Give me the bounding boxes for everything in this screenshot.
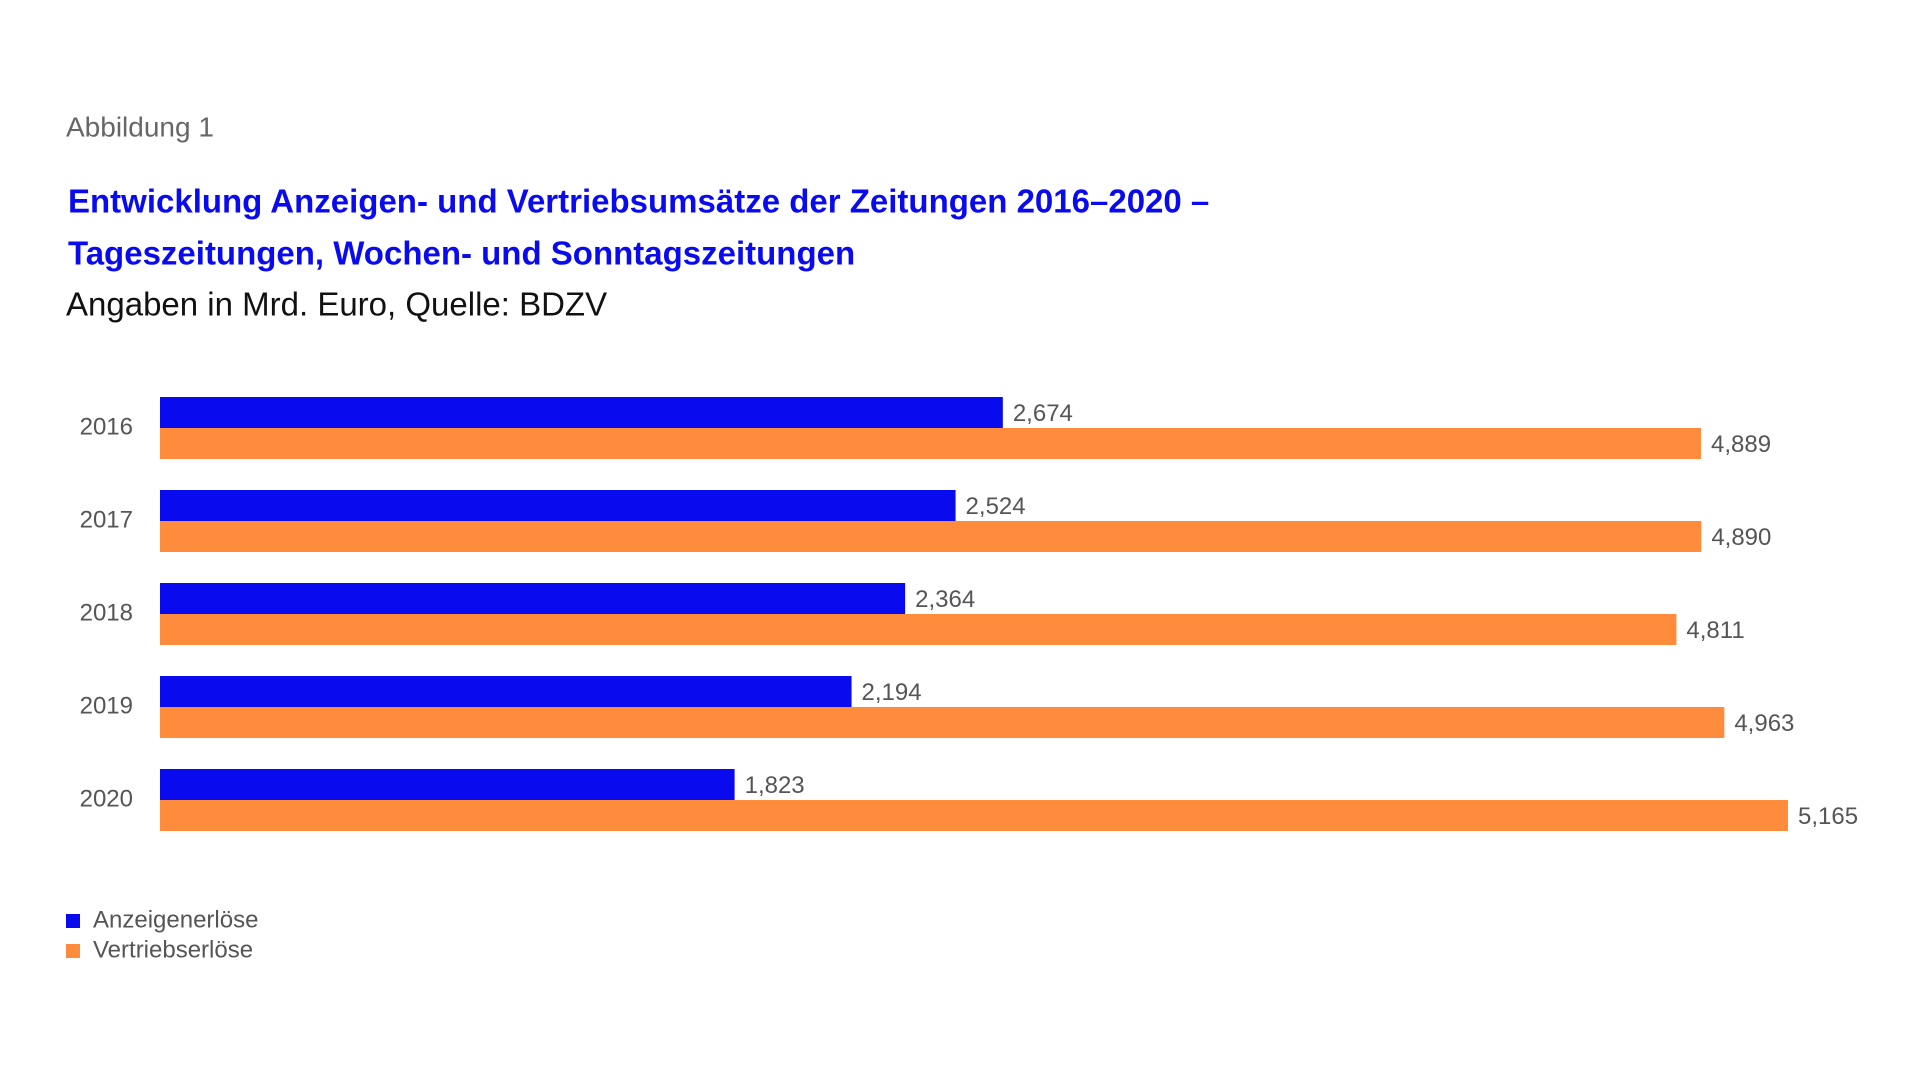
y-tick-label: 2017 [80,506,133,533]
bar [160,521,1702,552]
bar [160,397,1003,428]
legend-label: Vertriebserlöse [93,936,253,963]
chart-title: Tageszeitungen, Wochen- und Sonntagszeit… [68,235,855,272]
data-label: 4,890 [1711,524,1771,551]
chart-title: Entwicklung Anzeigen- und Vertriebsumsät… [68,183,1209,220]
y-tick-label: 2020 [80,785,133,812]
bar [160,769,735,800]
bar [160,707,1725,738]
bar [160,614,1677,645]
data-label: 2,674 [1013,400,1073,427]
figure-label: Abbildung 1 [66,111,214,142]
data-label: 2,194 [862,679,922,706]
bar [160,490,956,521]
data-label: 2,524 [966,493,1026,520]
data-label: 1,823 [745,772,805,799]
data-label: 4,889 [1711,431,1771,458]
chart-subtitle: Angaben in Mrd. Euro, Quelle: BDZV [66,286,607,323]
data-label: 4,963 [1734,710,1794,737]
data-label: 5,165 [1798,803,1858,830]
y-tick-label: 2019 [80,692,133,719]
y-tick-label: 2016 [80,413,133,440]
bar [160,583,906,614]
y-tick-label: 2018 [80,599,133,626]
legend-label: Anzeigenerlöse [93,906,258,933]
data-label: 2,364 [915,586,975,613]
bar [160,800,1788,831]
legend-swatch [66,944,80,958]
legend-swatch [66,914,80,928]
bar [160,676,852,707]
bar [160,428,1702,459]
data-label: 4,811 [1686,617,1744,644]
